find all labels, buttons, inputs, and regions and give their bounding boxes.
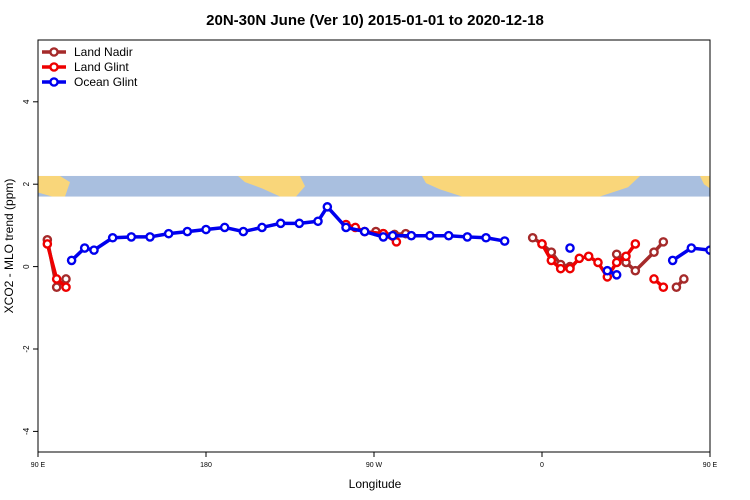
data-point xyxy=(42,239,53,249)
data-point xyxy=(602,265,613,276)
data-point xyxy=(593,257,603,268)
data-point xyxy=(378,232,389,242)
legend-label: Land Nadir xyxy=(74,45,133,59)
data-point xyxy=(725,234,732,241)
data-point xyxy=(621,251,631,262)
data-point xyxy=(126,232,137,242)
data-point xyxy=(611,270,622,280)
chart-title: 20N-30N June (Ver 10) 2015-01-01 to 2020… xyxy=(206,12,544,29)
data-point xyxy=(649,274,659,284)
data-point xyxy=(527,232,538,243)
data-point xyxy=(658,237,669,247)
x-tick-label: 90 W xyxy=(366,462,383,469)
data-point xyxy=(481,232,491,243)
data-point xyxy=(182,226,193,237)
data-point xyxy=(341,222,351,233)
data-point xyxy=(611,257,622,268)
data-point xyxy=(671,282,682,293)
data-point xyxy=(565,263,575,274)
data-point xyxy=(51,274,62,284)
legend-swatch-marker xyxy=(49,62,59,72)
data-point xyxy=(686,243,697,253)
data-point xyxy=(649,247,659,257)
world-map-strip xyxy=(38,175,710,197)
x-tick-label: 90 E xyxy=(703,462,718,469)
legend-swatch-marker xyxy=(49,47,59,57)
series-line xyxy=(671,246,710,262)
x-tick-label: 90 E xyxy=(31,462,46,469)
y-tick-label: -4 xyxy=(22,427,31,435)
series-line xyxy=(70,205,505,262)
data-point xyxy=(546,255,557,266)
data-point xyxy=(163,228,174,239)
data-point xyxy=(443,230,454,241)
legend-label: Land Glint xyxy=(74,60,129,74)
series-2 xyxy=(66,202,750,280)
data-point xyxy=(705,245,710,255)
data-point xyxy=(611,249,622,260)
y-tick-label: 4 xyxy=(22,99,31,104)
map-land xyxy=(700,175,710,189)
plot-frame xyxy=(37,39,711,453)
map-land xyxy=(422,175,640,197)
data-point xyxy=(219,222,230,233)
data-point xyxy=(679,274,689,284)
data-point xyxy=(201,224,211,235)
y-tick-label: -2 xyxy=(22,345,31,353)
data-point xyxy=(51,282,62,293)
data-point xyxy=(574,253,585,264)
y-axis-label: XCO2 - MLO trend (ppm) xyxy=(2,179,16,314)
data-point xyxy=(667,255,678,266)
data-point xyxy=(294,218,305,229)
data-point xyxy=(406,230,417,241)
data-point xyxy=(61,274,71,284)
y-tick-label: 2 xyxy=(22,181,31,186)
y-tick-label: 0 xyxy=(22,264,31,269)
legend-label: Ocean Glint xyxy=(74,75,138,89)
data-point xyxy=(89,245,99,255)
data-point xyxy=(630,239,641,249)
data-point xyxy=(630,265,641,276)
data-point xyxy=(79,243,90,253)
data-point xyxy=(658,282,669,293)
map-land xyxy=(238,175,305,197)
data-point xyxy=(107,232,118,243)
data-point xyxy=(744,235,750,242)
data-point xyxy=(257,222,267,233)
data-point xyxy=(313,216,323,227)
series-1 xyxy=(42,219,669,293)
data-point xyxy=(537,239,547,249)
x-axis-label: Longitude xyxy=(349,477,402,491)
data-point xyxy=(145,232,155,242)
data-point xyxy=(66,255,77,266)
axes: -4 -2 0 2 4 90 E 180 90 W 0 90 E xyxy=(22,99,718,469)
data-point xyxy=(499,236,510,246)
data-point xyxy=(359,226,370,237)
data-point xyxy=(322,202,333,212)
data-point xyxy=(275,218,286,229)
data-point xyxy=(462,232,473,242)
series-layer xyxy=(42,202,750,293)
data-point xyxy=(565,243,575,253)
map-land xyxy=(38,175,70,197)
data-point xyxy=(61,282,71,293)
legend-swatch-marker xyxy=(49,77,59,87)
data-point xyxy=(555,263,566,274)
x-tick-label: 0 xyxy=(540,462,544,469)
data-point xyxy=(238,226,249,237)
data-point xyxy=(425,230,435,241)
data-point xyxy=(387,230,398,241)
x-tick-label: 180 xyxy=(200,462,212,469)
data-point xyxy=(583,251,594,262)
